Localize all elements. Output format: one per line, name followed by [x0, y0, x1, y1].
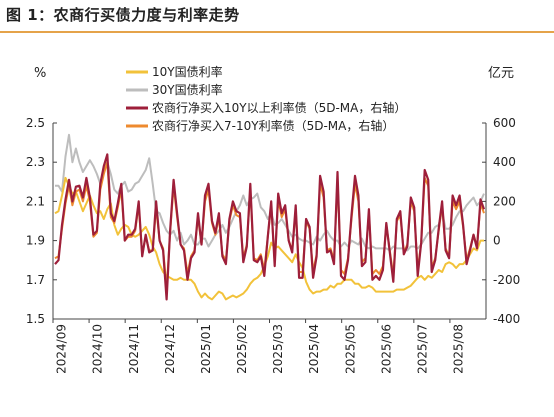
right-tick-label: -200 [493, 273, 520, 287]
left-tick-label: 2.5 [26, 116, 45, 130]
x-tick-label: 2025/02 [235, 324, 249, 374]
x-tick-label: 2025/08 [452, 324, 466, 374]
left-tick-label: 2.3 [26, 155, 45, 169]
right-tick-label: 600 [493, 116, 516, 130]
figure-title: 图 1：农商行买债力度与利率走势 [6, 6, 240, 24]
x-tick-label: 2025/04 [307, 324, 321, 374]
legend-label-0: 10Y国债利率 [152, 64, 223, 79]
right-tick-label: 0 [493, 234, 501, 248]
x-tick-label: 2024/12 [163, 324, 177, 374]
x-tick-label: 2025/01 [199, 324, 213, 374]
right-tick-label: 400 [493, 155, 516, 169]
legend-label-1: 30Y国债利率 [152, 82, 223, 97]
left-tick-label: 2.1 [26, 194, 45, 208]
legend-label-3: 农商行净买入7-10Y利率债（5D-MA，右轴） [152, 118, 394, 133]
x-tick-label: 2024/09 [55, 324, 69, 374]
axes [52, 122, 487, 323]
series-line-2 [54, 153, 486, 301]
series-line-0 [54, 176, 484, 301]
series-lines [54, 133, 486, 301]
x-tick-label: 2024/11 [127, 324, 141, 374]
x-tick-label: 2025/03 [271, 324, 285, 374]
left-tick-label: 1.7 [26, 273, 45, 287]
left-tick-label: 1.5 [26, 312, 45, 326]
x-tick-label: 2025/05 [343, 324, 357, 374]
axis-labels: 1.5 1.7 1.9 2.1 2.3 2.5 -400 -200 0 200 400 600% 亿元 2… [26, 66, 520, 374]
x-tick-label: 2024/10 [91, 324, 105, 374]
left-tick-label: 1.9 [26, 234, 45, 248]
right-tick-label: 200 [493, 194, 516, 208]
legend-label-2: 农商行净买入10Y以上利率债（5D-MA，右轴） [152, 100, 406, 115]
right-axis-unit: 亿元 [488, 66, 514, 81]
x-tick-label: 2025/06 [379, 324, 393, 374]
left-axis-unit: % [34, 66, 46, 81]
title-divider [0, 31, 554, 33]
right-tick-label: -400 [493, 312, 520, 326]
x-tick-label: 2025/07 [415, 324, 429, 374]
